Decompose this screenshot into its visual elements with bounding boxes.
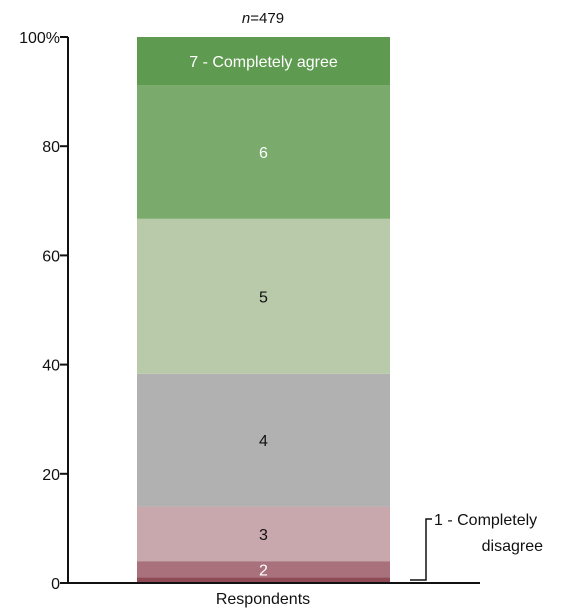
y-ticks: 0 20 40 60 80 100% bbox=[19, 30, 68, 593]
bar-segment-1 bbox=[137, 577, 390, 583]
y-tick-label: 20 bbox=[42, 467, 60, 484]
segment-label-6: 6 bbox=[259, 145, 268, 162]
segment-label-7: 7 - Completely agree bbox=[189, 54, 338, 71]
segment-label-2: 2 bbox=[259, 562, 268, 579]
segment-label-3: 3 bbox=[259, 527, 268, 544]
bar-segments bbox=[137, 37, 390, 583]
segment-label-4: 4 bbox=[259, 433, 268, 450]
bar-segment-5 bbox=[137, 218, 390, 374]
callout-line-2: disagree bbox=[482, 538, 543, 555]
segment-labels: 2 3 4 5 6 7 - Completely agree bbox=[189, 54, 338, 579]
axes bbox=[67, 37, 480, 584]
segment-label-5: 5 bbox=[259, 289, 268, 306]
x-axis-label: Respondents bbox=[216, 591, 310, 608]
y-tick-label: 0 bbox=[51, 576, 60, 593]
bar-segment-4 bbox=[137, 373, 390, 507]
bar-segment-6 bbox=[137, 85, 390, 219]
callout-1-completely-disagree: 1 - Completely disagree bbox=[410, 512, 543, 581]
y-tick-label: 40 bbox=[42, 358, 60, 375]
y-tick-label: 80 bbox=[42, 139, 60, 156]
bar-segment-2 bbox=[137, 561, 390, 578]
y-tick-label: 60 bbox=[42, 248, 60, 265]
callout-bracket bbox=[410, 518, 432, 581]
y-tick-label: 100% bbox=[19, 30, 60, 47]
bar-segment-7 bbox=[137, 37, 390, 86]
callout-line-1: 1 - Completely bbox=[434, 512, 537, 529]
n-label: n=479 bbox=[242, 10, 284, 27]
n-label-value: =479 bbox=[250, 10, 284, 27]
bar-segment-3 bbox=[137, 506, 390, 562]
n-label-italic: n bbox=[242, 10, 250, 27]
